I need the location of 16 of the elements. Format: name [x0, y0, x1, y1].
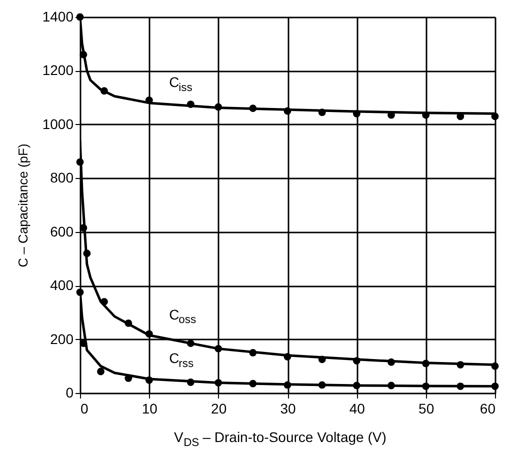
x-tick-label: 50 [418, 400, 434, 416]
x-tick-label: 10 [142, 400, 158, 416]
x-tick-label: 20 [211, 400, 227, 416]
y-tick-label: 600 [50, 223, 74, 240]
y-tick-label: 400 [50, 277, 74, 294]
y-tick-label: 200 [50, 330, 74, 347]
x-tick-label: 30 [280, 400, 296, 416]
y-tick-label: 1200 [42, 62, 74, 78]
y-tick-label: 1000 [42, 116, 74, 132]
y-tick-label: 0 [66, 384, 74, 400]
x-tick-label: 0 [80, 400, 88, 416]
x-tick-label: 40 [349, 400, 366, 416]
y-axis-title: C – Capacitance (pF) [15, 144, 30, 268]
y-tick-label: 1400 [42, 8, 74, 24]
x-tick-label: 60 [480, 400, 496, 416]
y-tick-label: 800 [50, 170, 74, 186]
